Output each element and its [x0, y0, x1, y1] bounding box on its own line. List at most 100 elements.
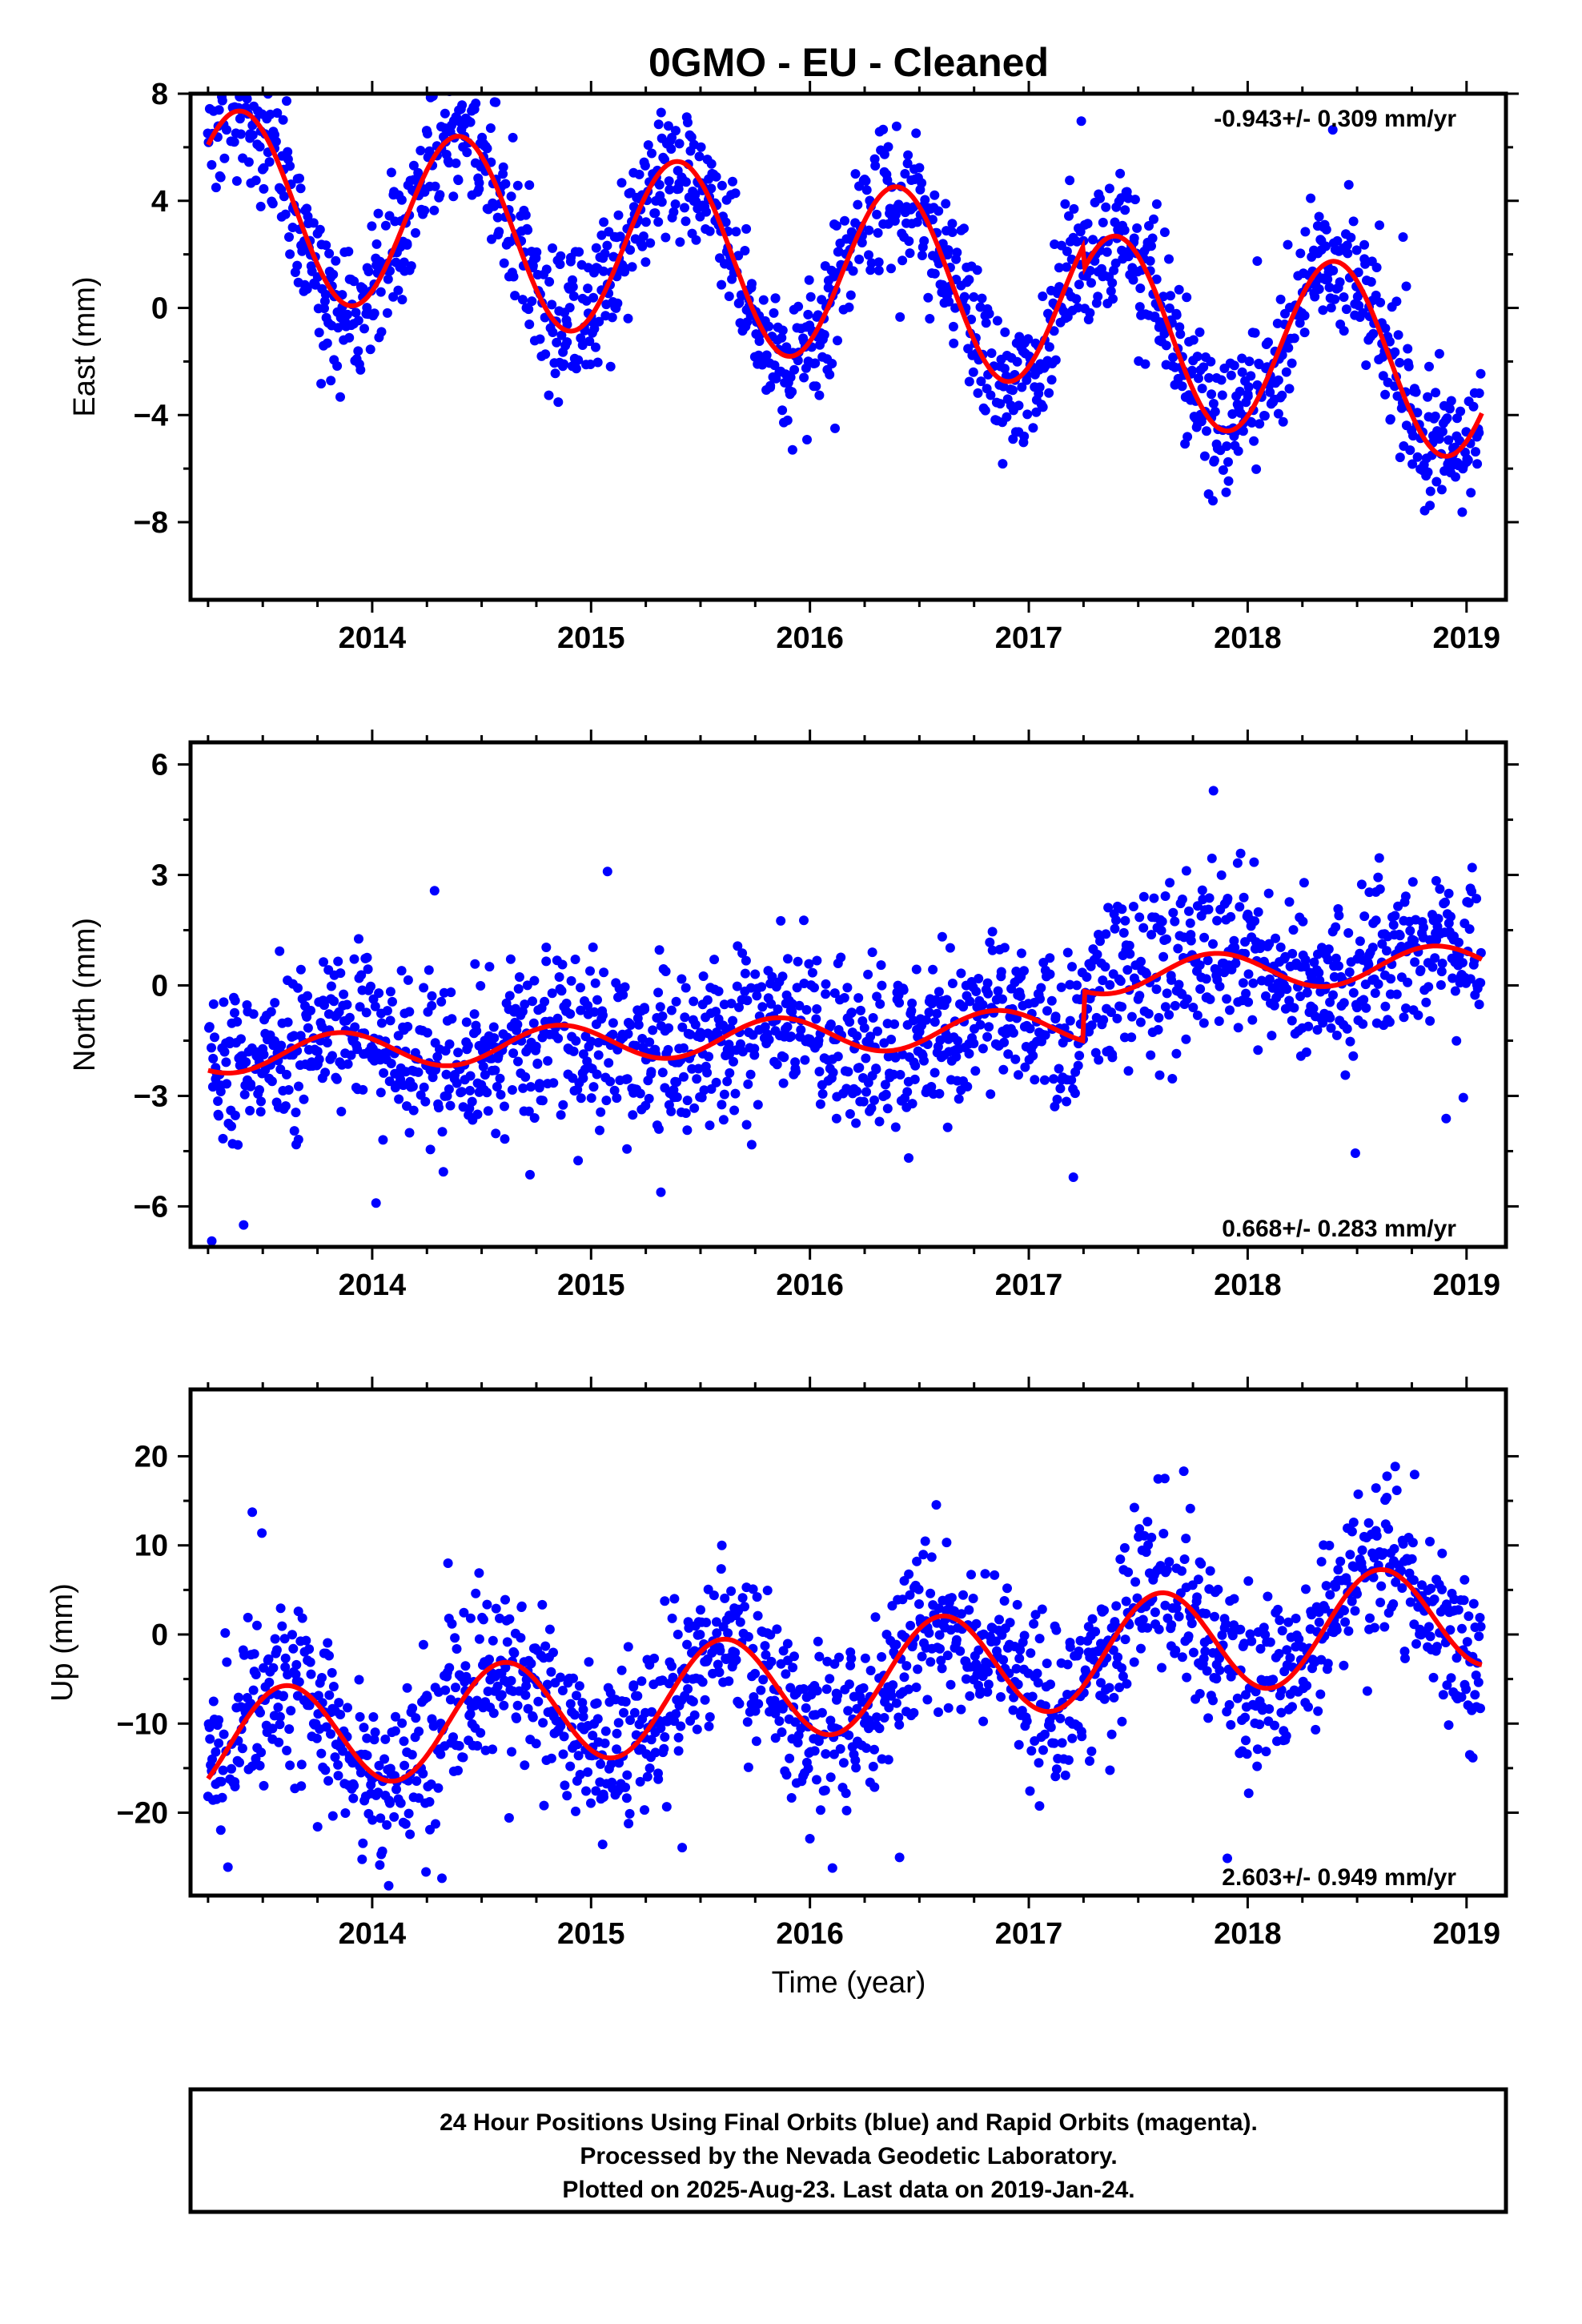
north-data-point [1166, 975, 1177, 985]
north-data-point [852, 1086, 862, 1096]
east-data-point [1244, 356, 1255, 367]
north-data-point [1170, 916, 1180, 927]
north-data-point [750, 969, 761, 979]
east-data-point [1425, 486, 1435, 497]
east-data-point [227, 44, 237, 54]
up-data-point [1106, 1729, 1117, 1739]
north-data-point [1036, 983, 1046, 993]
up-data-point [443, 1558, 453, 1568]
east-data-point [701, 207, 712, 217]
north-data-point [663, 1044, 673, 1055]
east-data-point [1071, 294, 1082, 304]
north-data-point [1231, 958, 1241, 968]
up-data-point [465, 1613, 476, 1623]
north-data-point [729, 1105, 740, 1116]
up-data-point [1333, 1565, 1343, 1575]
north-data-point [1435, 980, 1446, 990]
north-data-point [1464, 924, 1475, 935]
east-data-point [981, 318, 991, 328]
up-data-point [1042, 1659, 1052, 1669]
up-data-point [1114, 1683, 1125, 1693]
east-data-point [302, 203, 312, 214]
up-data-point [872, 1712, 881, 1723]
north-data-point [730, 1088, 741, 1099]
east-data-point [930, 268, 940, 279]
north-data-point [640, 1004, 650, 1015]
east-data-point [367, 221, 377, 231]
east-data-point [1423, 392, 1433, 402]
north-data-point [817, 1089, 828, 1099]
east-data-point [1147, 233, 1158, 243]
north-data-point [742, 995, 753, 1006]
up-data-point [850, 1755, 861, 1766]
up-data-point [1193, 1574, 1203, 1585]
up-data-point [1158, 1529, 1169, 1538]
up-data-point [1283, 1617, 1294, 1627]
north-data-point [480, 1070, 490, 1080]
north-data-point [596, 1107, 606, 1117]
north-data-point [576, 1093, 586, 1104]
up-data-point [1122, 1679, 1132, 1689]
east-data-point [830, 423, 840, 433]
east-data-point [1140, 359, 1150, 369]
north-y-tick-label: 0 [151, 970, 168, 1003]
east-data-point [1384, 336, 1395, 347]
up-data-point [575, 1770, 585, 1779]
north-data-point [585, 966, 595, 976]
east-data-point [665, 184, 675, 195]
up-data-point [790, 1717, 801, 1727]
east-data-point [943, 245, 954, 255]
up-data-point [280, 1662, 291, 1672]
north-data-point [978, 1043, 988, 1054]
up-data-point [528, 1712, 538, 1723]
north-data-point [230, 1110, 240, 1120]
up-data-point [214, 1715, 224, 1725]
up-data-point [1369, 1622, 1379, 1633]
up-data-point [809, 1746, 820, 1756]
north-data-point [801, 1005, 812, 1015]
up-data-point [999, 1596, 1010, 1606]
east-data-point [972, 265, 982, 275]
north-data-point [1386, 974, 1396, 984]
up-data-point [1159, 1474, 1170, 1484]
up-data-point [271, 1645, 282, 1655]
up-data-point [884, 1703, 894, 1713]
up-data-point [474, 1568, 484, 1578]
north-data-point [548, 1078, 559, 1088]
north-data-point [312, 1046, 323, 1056]
east-data-point [823, 283, 833, 293]
east-data-point [1246, 371, 1256, 381]
north-data-point [429, 886, 440, 896]
up-data-point [1195, 1689, 1205, 1699]
up-data-point [223, 1862, 233, 1872]
east-data-point [498, 169, 508, 179]
east-data-point [251, 175, 261, 186]
east-data-point [686, 132, 697, 143]
up-data-point [1307, 1610, 1317, 1620]
north-data-point [736, 1039, 745, 1049]
up-data-point [814, 1651, 825, 1662]
east-data-point [1207, 389, 1217, 400]
up-data-point [669, 1716, 680, 1727]
east-data-point [864, 225, 874, 235]
up-data-point [391, 1711, 400, 1722]
north-data-point [246, 1081, 255, 1092]
east-data-point [1446, 396, 1456, 406]
up-data-point [1034, 1634, 1045, 1644]
east-data-point [1314, 284, 1324, 294]
up-data-point [813, 1636, 823, 1647]
up-data-point [1186, 1618, 1197, 1629]
up-data-point [491, 1603, 501, 1614]
up-data-point [431, 1819, 440, 1829]
up-data-point [1339, 1606, 1349, 1616]
east-data-point [645, 238, 656, 248]
north-data-point [1415, 965, 1426, 975]
east-data-point [666, 144, 677, 154]
up-data-point [845, 1660, 856, 1671]
north-data-point [718, 1115, 729, 1125]
up-data-point [1368, 1572, 1379, 1582]
east-data-point [1082, 219, 1093, 229]
north-data-point [868, 1013, 878, 1023]
up-data-point [1203, 1713, 1214, 1723]
